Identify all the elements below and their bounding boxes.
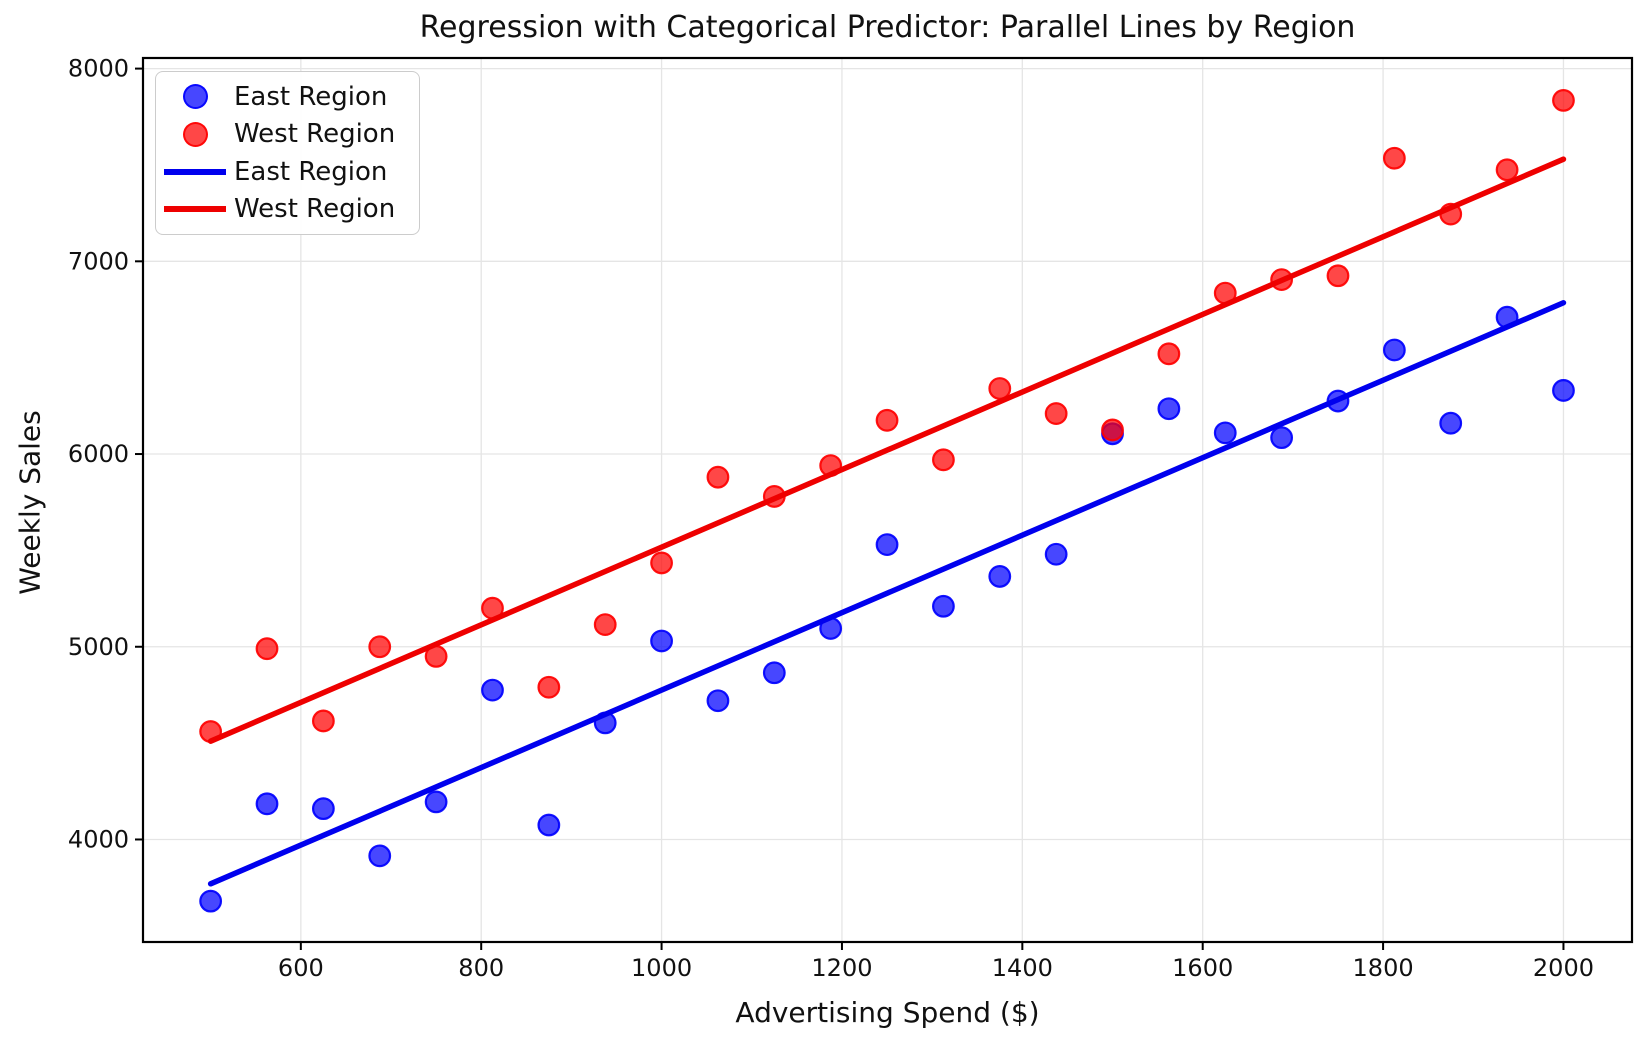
scatter-point-east-region (875, 533, 899, 557)
scatter-point-east-region (706, 689, 730, 713)
x-tick-label: 1200 (811, 954, 872, 982)
scatter-point-west-region (368, 635, 392, 659)
legend-label: East Region (234, 156, 388, 187)
legend-label: West Region (234, 194, 396, 225)
scatter-point-west-region (1157, 342, 1181, 366)
scatter-point-west-region (593, 613, 617, 636)
scatter-point-west-region (311, 709, 335, 733)
scatter-point-west-region (1044, 402, 1068, 425)
scatter-point-east-region (762, 661, 786, 685)
x-tick-label: 1000 (631, 954, 692, 982)
east-region-marker-swatch-icon (182, 84, 208, 110)
x-tick-label: 800 (458, 954, 504, 982)
scatter-point-west-region (1495, 158, 1519, 182)
legend-item-west-region-points: West Region (156, 116, 419, 154)
x-tick-label: 1800 (1353, 954, 1414, 982)
scatter-point-west-region (650, 551, 673, 575)
scatter-point-east-region (311, 797, 335, 821)
west-region-marker-swatch-icon (182, 121, 208, 147)
x-tick-label: 1600 (1172, 954, 1233, 982)
scatter-point-east-region (1157, 397, 1181, 421)
east-region-line-swatch-icon (164, 168, 226, 175)
chart-title: Regression with Categorical Predictor: P… (419, 10, 1356, 45)
scatter-point-west-region (875, 408, 899, 432)
scatter-point-east-region (988, 565, 1012, 588)
legend-item-east-region-line: East Region (156, 153, 419, 191)
scatter-point-east-region (1213, 421, 1237, 445)
y-tick-label: 8000 (68, 55, 129, 83)
scatter-point-east-region (424, 790, 448, 814)
x-tick-label: 2000 (1533, 954, 1594, 982)
scatter-point-east-region (1270, 426, 1294, 450)
west-region-line-swatch-icon (164, 206, 226, 213)
scatter-point-west-region (1382, 146, 1406, 170)
scatter-point-west-region (1552, 88, 1575, 112)
y-tick-label: 5000 (68, 633, 129, 661)
scatter-point-east-region (255, 792, 279, 816)
y-axis-label: Weekly Sales (13, 410, 47, 595)
scatter-point-east-region (537, 813, 561, 837)
x-tick-label: 600 (278, 954, 324, 982)
scatter-point-west-region (706, 465, 730, 489)
y-tick-label: 6000 (68, 440, 129, 468)
scatter-point-east-region (1552, 379, 1575, 402)
scatter-point-east-region (1382, 338, 1406, 362)
y-tick-label: 7000 (68, 247, 129, 275)
scatter-point-west-region (1101, 418, 1124, 442)
y-tick-label: 4000 (68, 825, 129, 853)
legend-item-east-region-points: East Region (156, 78, 419, 116)
x-axis-label: Advertising Spend ($) (735, 996, 1040, 1029)
scatter-point-west-region (932, 448, 955, 472)
scatter-point-west-region (255, 637, 279, 661)
scatter-point-east-region (368, 844, 392, 868)
regression-line-west-region (207, 156, 1567, 744)
scatter-point-east-region (1439, 411, 1463, 435)
legend-item-west-region-line: West Region (156, 191, 419, 229)
scatter-point-east-region (932, 594, 955, 618)
scatter-point-east-region (1044, 542, 1068, 566)
legend: East Region West Region East Region West… (155, 71, 420, 235)
plot-border (141, 56, 1634, 944)
regression-line-east-region (207, 300, 1567, 887)
legend-label: East Region (234, 81, 388, 112)
scatter-point-east-region (481, 678, 504, 702)
scatter-point-east-region (650, 629, 673, 653)
scatter-point-west-region (1326, 264, 1350, 288)
x-tick-label: 1400 (992, 954, 1053, 982)
scatter-point-east-region (199, 889, 223, 913)
scatter-point-west-region (537, 675, 561, 699)
legend-label: West Region (234, 119, 396, 150)
